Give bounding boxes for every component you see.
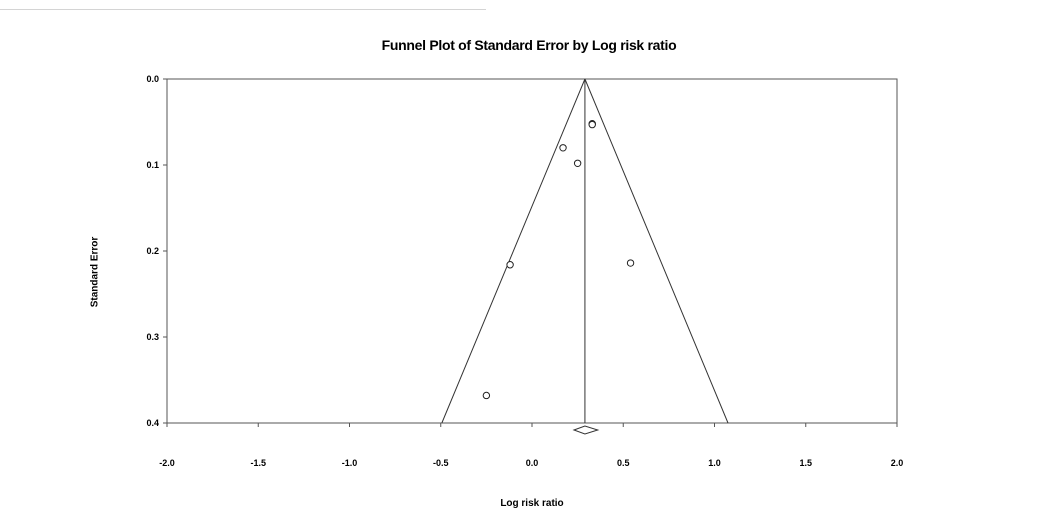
y-tick-label: 0.1 — [146, 160, 159, 170]
x-tick-label: -1.5 — [250, 458, 266, 468]
funnel-left-limit — [441, 78, 586, 424]
y-axis-ticks: 0.0 0.1 0.2 0.3 0.4 — [146, 74, 167, 428]
x-tick-label: -0.5 — [433, 458, 449, 468]
top-divider — [0, 9, 486, 10]
x-tick-label: -1.0 — [342, 458, 358, 468]
chart-title: Funnel Plot of Standard Error by Log ris… — [381, 37, 677, 53]
study-point — [482, 391, 491, 400]
y-tick-label: 0.2 — [146, 246, 159, 256]
study-point — [506, 261, 514, 269]
summary-diamond-shape — [572, 425, 600, 435]
y-tick-label: 0.4 — [146, 418, 159, 428]
funnel-lines — [441, 78, 729, 424]
x-tick-label: 0.5 — [617, 458, 630, 468]
study-points — [482, 120, 635, 400]
summary-diamond — [572, 425, 600, 435]
x-axis-ticks: -2.0 -1.5 -1.0 -0.5 0.0 0.5 1.0 1.5 2.0 — [159, 423, 903, 468]
study-point — [573, 159, 582, 167]
study-point — [626, 259, 635, 267]
x-tick-label: 0.0 — [526, 458, 539, 468]
x-tick-label: 2.0 — [891, 458, 904, 468]
funnel-right-limit — [584, 78, 729, 424]
study-point — [559, 144, 567, 152]
y-tick-label: 0.3 — [146, 332, 159, 342]
x-axis-label: Log risk ratio — [500, 498, 564, 509]
x-tick-label: 1.5 — [799, 458, 812, 468]
x-tick-label: 1.0 — [708, 458, 721, 468]
study-point — [588, 120, 596, 129]
y-tick-label: 0.0 — [146, 74, 159, 84]
plot-frame — [166, 78, 898, 424]
x-tick-label: -2.0 — [159, 458, 175, 468]
